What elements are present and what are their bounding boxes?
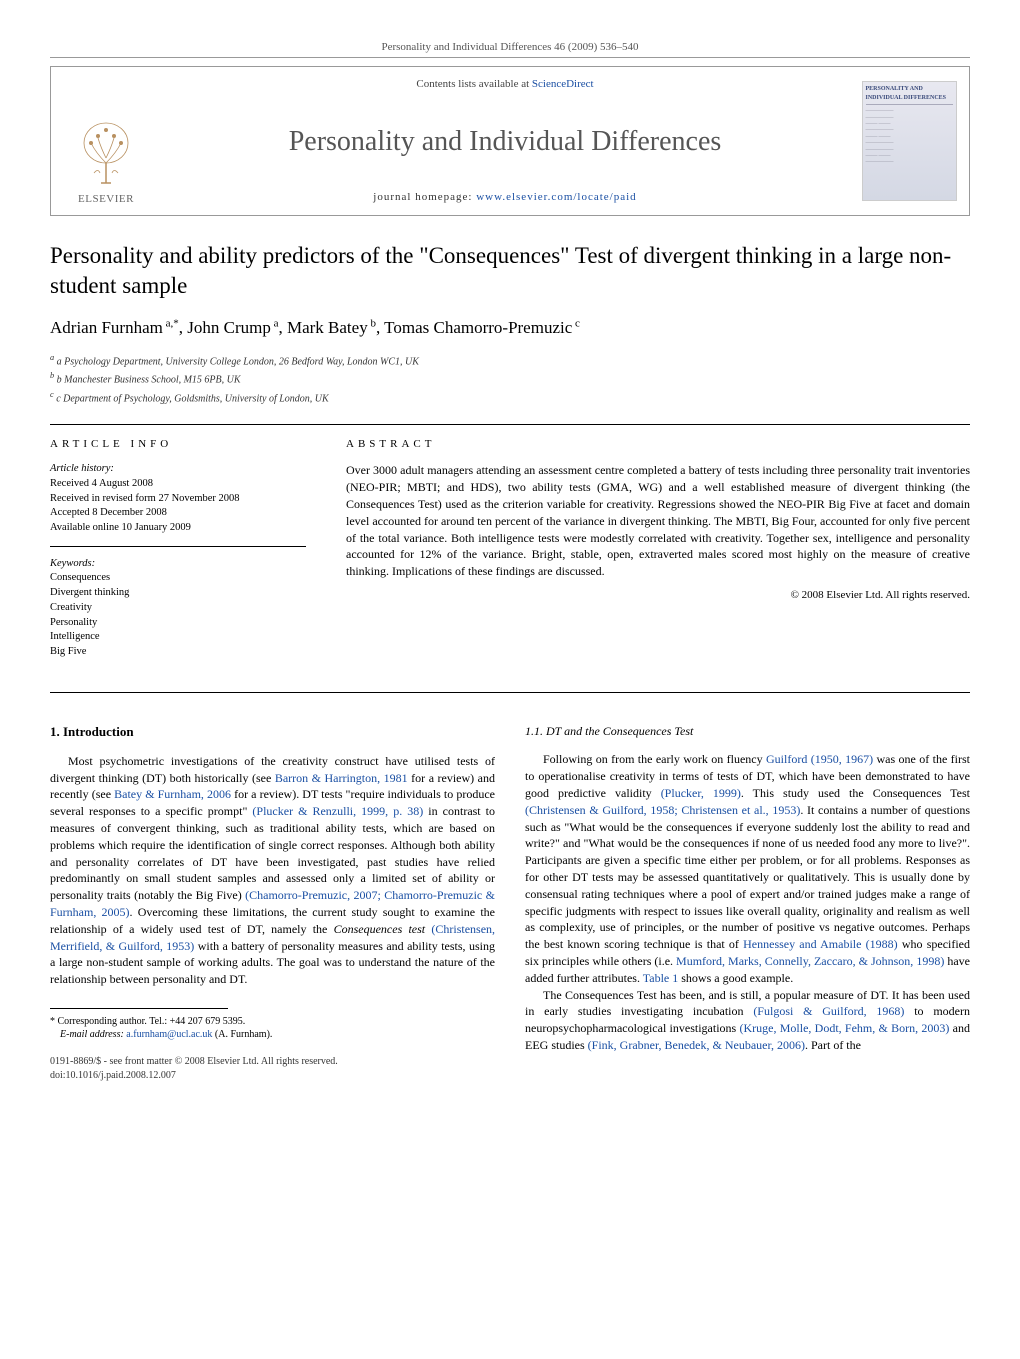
dt-p1: Following on from the early work on flue… bbox=[525, 751, 970, 986]
keyword-4: Intelligence bbox=[50, 630, 306, 645]
journal-banner: ELSEVIER Contents lists available at Sci… bbox=[50, 66, 970, 216]
intro-heading: 1. Introduction bbox=[50, 723, 495, 741]
email-link[interactable]: a.furnham@ucl.ac.uk bbox=[126, 1029, 212, 1040]
corresponding-author: * Corresponding author. Tel.: +44 207 67… bbox=[50, 1015, 495, 1028]
keyword-2: Creativity bbox=[50, 601, 306, 616]
keyword-3: Personality bbox=[50, 616, 306, 631]
article-info: ARTICLE INFO Article history: Received 4… bbox=[50, 425, 326, 692]
abstract-copyright: © 2008 Elsevier Ltd. All rights reserved… bbox=[346, 588, 970, 603]
homepage-line: journal homepage: www.elsevier.com/locat… bbox=[181, 190, 829, 205]
doi-line: doi:10.1016/j.paid.2008.12.007 bbox=[50, 1069, 495, 1083]
keyword-1: Divergent thinking bbox=[50, 586, 306, 601]
homepage-link[interactable]: www.elsevier.com/locate/paid bbox=[476, 191, 636, 203]
contents-line: Contents lists available at ScienceDirec… bbox=[181, 77, 829, 92]
info-label: ARTICLE INFO bbox=[50, 437, 306, 452]
right-column: 1.1. DT and the Consequences Test Follow… bbox=[525, 723, 970, 1083]
left-column: 1. Introduction Most psychometric invest… bbox=[50, 723, 495, 1083]
history-received: Received 4 August 2008 bbox=[50, 477, 306, 492]
keywords-label: Keywords: bbox=[50, 557, 306, 572]
homepage-prefix: journal homepage: bbox=[373, 191, 476, 203]
history-revised: Received in revised form 27 November 200… bbox=[50, 492, 306, 507]
issn-line: 0191-8869/$ - see front matter © 2008 El… bbox=[50, 1055, 495, 1069]
email-line: E-mail address: a.furnham@ucl.ac.uk (A. … bbox=[50, 1028, 495, 1041]
email-label: E-mail address: bbox=[60, 1029, 126, 1040]
history-label: Article history: bbox=[50, 462, 306, 477]
contents-prefix: Contents lists available at bbox=[416, 78, 531, 90]
history-accepted: Accepted 8 December 2008 bbox=[50, 506, 306, 521]
front-matter: 0191-8869/$ - see front matter © 2008 El… bbox=[50, 1055, 495, 1083]
affiliation-b: b b Manchester Business School, M15 6PB,… bbox=[50, 370, 970, 387]
authors: Adrian Furnham a,*, John Crump a, Mark B… bbox=[50, 316, 970, 340]
abstract-text: Over 3000 adult managers attending an as… bbox=[346, 462, 970, 580]
elsevier-tree-icon bbox=[76, 118, 136, 188]
intro-p1: Most psychometric investigations of the … bbox=[50, 753, 495, 988]
footnote-separator bbox=[50, 1008, 228, 1009]
article-title: Personality and ability predictors of th… bbox=[50, 241, 970, 301]
sciencedirect-link[interactable]: ScienceDirect bbox=[532, 78, 594, 90]
sub-heading: 1.1. DT and the Consequences Test bbox=[525, 723, 970, 740]
dt-p2: The Consequences Test has been, and is s… bbox=[525, 987, 970, 1054]
publisher-name: ELSEVIER bbox=[76, 192, 136, 207]
cover-thumb-title: PERSONALITY AND INDIVIDUAL DIFFERENCES bbox=[866, 85, 953, 105]
journal-cover-thumbnail: PERSONALITY AND INDIVIDUAL DIFFERENCES —… bbox=[862, 81, 957, 201]
journal-title: Personality and Individual Differences bbox=[181, 122, 829, 161]
abstract: ABSTRACT Over 3000 adult managers attend… bbox=[326, 425, 970, 692]
affiliation-a: a a Psychology Department, University Co… bbox=[50, 352, 970, 369]
cover-cell: PERSONALITY AND INDIVIDUAL DIFFERENCES —… bbox=[849, 67, 969, 215]
abstract-label: ABSTRACT bbox=[346, 437, 970, 452]
history-online: Available online 10 January 2009 bbox=[50, 521, 306, 536]
publisher-logo-cell: ELSEVIER bbox=[51, 67, 161, 215]
affiliation-c: c c Department of Psychology, Goldsmiths… bbox=[50, 389, 970, 406]
keyword-5: Big Five bbox=[50, 645, 306, 660]
running-head: Personality and Individual Differences 4… bbox=[50, 40, 970, 58]
email-suffix: (A. Furnham). bbox=[212, 1029, 272, 1040]
keyword-0: Consequences bbox=[50, 571, 306, 586]
affiliations: a a Psychology Department, University Co… bbox=[50, 352, 970, 406]
